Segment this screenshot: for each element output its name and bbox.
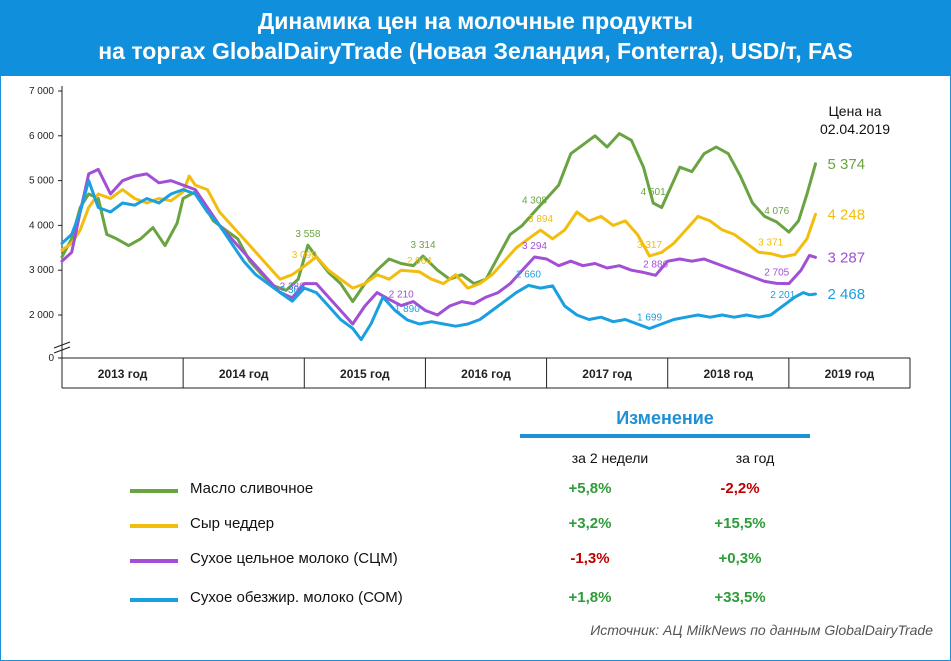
legend-row-smp: Сухое обезжир. молоко (СОМ) +1,8% +33,5% [130,587,830,611]
data-label-cheddar: 3 371 [758,238,783,249]
chart-series-lines [60,132,817,342]
data-label-cheddar: 3 894 [528,214,553,225]
series-line-smp [60,179,817,342]
data-label-butter: 3 314 [410,240,435,251]
source-note: Источник: АЦ MilkNews по данным GlobalDa… [590,622,933,638]
legend-swatch-wmp [130,559,178,563]
change-title-underline [520,434,810,438]
header: Динамика цен на молочные продукты на тор… [0,0,951,76]
line-chart: 0 2 000 3 000 4 000 5 000 6 000 7 000 2013 год 2… [29,86,911,389]
change-title: Изменение [616,408,714,428]
axis-break-mark [53,341,71,349]
data-label-smp: 1 890 [395,304,420,315]
end-value-label-cheddar: 4 248 [828,206,866,223]
y-tick-label: 3 000 [29,265,54,276]
column-header-year: за год [735,450,775,466]
legend-label-smp: Сухое обезжир. молоко (СОМ) [190,589,403,606]
data-label-wmp: 2 886 [643,259,668,270]
x-category-label: 2015 год [340,367,390,381]
data-label-cheddar: 3 090 [292,250,317,261]
change-year-smp: +33,5% [714,589,766,606]
legend-row-wmp: Сухое цельное молоко (СЦМ) -1,3% +0,3% [130,548,830,572]
y-tick-label: 4 000 [29,220,54,231]
legend-label-butter: Масло сливочное [190,480,314,497]
chart-point-labels: 3 558 3 314 4 308 4 501 4 076 5 374 3 090 2 964… [280,156,865,324]
axis-break-mark [53,346,71,354]
data-label-butter: 4 501 [641,187,666,198]
change-2weeks-cheddar: +3,2% [568,515,612,532]
price-note-line2: 02.04.2019 [820,121,890,137]
change-year-cheddar: +15,5% [714,515,766,532]
series-line-cheddar [60,174,817,290]
legend-swatch-smp [130,598,178,602]
x-category-label: 2018 год [703,367,753,381]
y-tick-label: 2 000 [29,310,54,321]
data-label-butter: 4 076 [764,206,789,217]
y-tick-label: 5 000 [29,176,54,187]
data-label-smp: 2 307 [280,285,305,296]
legend-label-cheddar: Сыр чеддер [190,515,275,532]
data-label-butter: 3 558 [295,229,320,240]
x-category-label: 2016 год [461,367,511,381]
chart-title-line2: на торгах GlobalDairyTrade (Новая Зеланд… [98,38,853,64]
change-2weeks-butter: +5,8% [568,480,612,497]
y-tick-label: 6 000 [29,131,54,142]
x-category-label: 2014 год [219,367,269,381]
series-line-wmp [60,167,817,326]
y-tick-label: 7 000 [29,86,54,97]
end-value-label-smp: 2 468 [828,286,866,303]
legend-row-cheddar: Сыр чеддер +3,2% +15,5% [130,513,830,537]
data-label-wmp: 2 386 [280,282,305,293]
x-category-label: 2019 год [825,367,875,381]
data-label-smp: 1 699 [637,312,662,323]
y-tick-label: 0 [48,353,54,364]
data-label-cheddar: 2 964 [407,256,432,267]
chart-title-line1: Динамика цен на молочные продукты [257,8,694,34]
chart-axes: 0 2 000 3 000 4 000 5 000 6 000 7 000 2013 год 2… [29,86,911,389]
legend-swatch-cheddar [130,524,178,528]
end-value-label-wmp: 3 287 [828,249,866,266]
change-2weeks-wmp: -1,3% [570,550,610,567]
end-value-label-butter: 5 374 [828,156,866,173]
legend-swatch-butter [130,489,178,493]
column-header-2weeks: за 2 недели [571,450,649,466]
data-label-smp: 2 201 [770,290,795,301]
series-line-butter [60,132,817,304]
data-label-cheddar: 3 317 [637,240,662,251]
change-2weeks-smp: +1,8% [568,589,612,606]
legend-row-butter: Масло сливочное +5,8% -2,2% [130,478,830,502]
x-category-label: 2013 год [98,367,148,381]
x-category-label: 2017 год [582,367,632,381]
legend-label-wmp: Сухое цельное молоко (СЦМ) [190,550,398,567]
data-label-smp: 2 660 [516,269,541,280]
change-year-butter: -2,2% [720,480,760,497]
data-label-butter: 4 308 [522,196,547,207]
data-label-wmp: 3 294 [522,241,547,252]
price-note-line1: Цена на [828,103,881,119]
data-label-wmp: 2 210 [389,290,414,301]
change-year-wmp: +0,3% [718,550,762,567]
data-label-wmp: 2 705 [764,267,789,278]
